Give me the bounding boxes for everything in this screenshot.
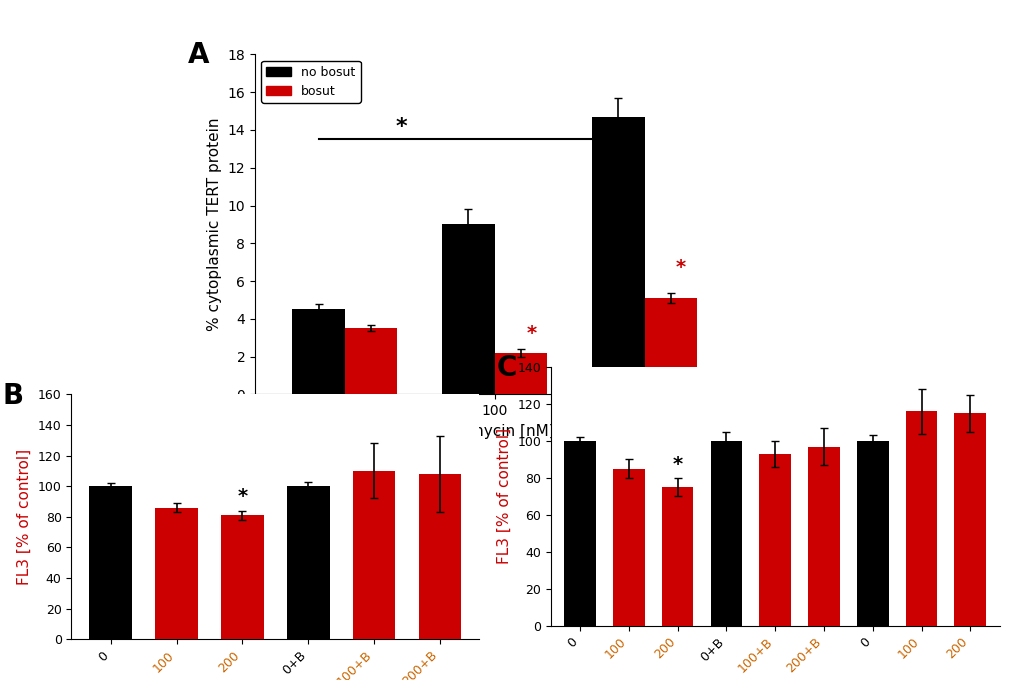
Bar [807,447,839,626]
Bar [564,441,595,626]
Text: A: A [187,41,209,69]
Bar [905,411,936,626]
Bar [221,515,264,639]
Bar [954,413,985,626]
Y-axis label: FL3 [% of control]: FL3 [% of control] [17,449,33,585]
Bar [292,309,344,394]
Bar [442,224,494,394]
Bar [418,474,461,639]
Bar [494,353,546,394]
Bar [286,486,329,639]
Text: *: * [237,487,248,506]
Text: *: * [676,258,686,277]
Bar [90,486,132,639]
Bar [155,507,198,639]
Bar [856,441,888,626]
Text: C: C [496,354,517,382]
Bar [758,454,791,626]
Text: B: B [2,382,23,410]
Text: *: * [395,116,407,137]
Bar [612,469,644,626]
Bar [644,298,696,394]
Text: *: * [672,455,682,474]
Y-axis label: % cytoplasmic TERT protein: % cytoplasmic TERT protein [207,118,222,331]
Bar [661,487,693,626]
Bar [344,328,397,394]
Bar [591,117,644,394]
X-axis label: rapamycin [nM]: rapamycin [nM] [434,424,554,439]
Legend: no bosut, bosut: no bosut, bosut [261,61,360,103]
Text: *: * [526,324,536,343]
Bar [710,441,742,626]
Bar [353,471,395,639]
Y-axis label: FL3 [% of control]: FL3 [% of control] [496,428,512,564]
